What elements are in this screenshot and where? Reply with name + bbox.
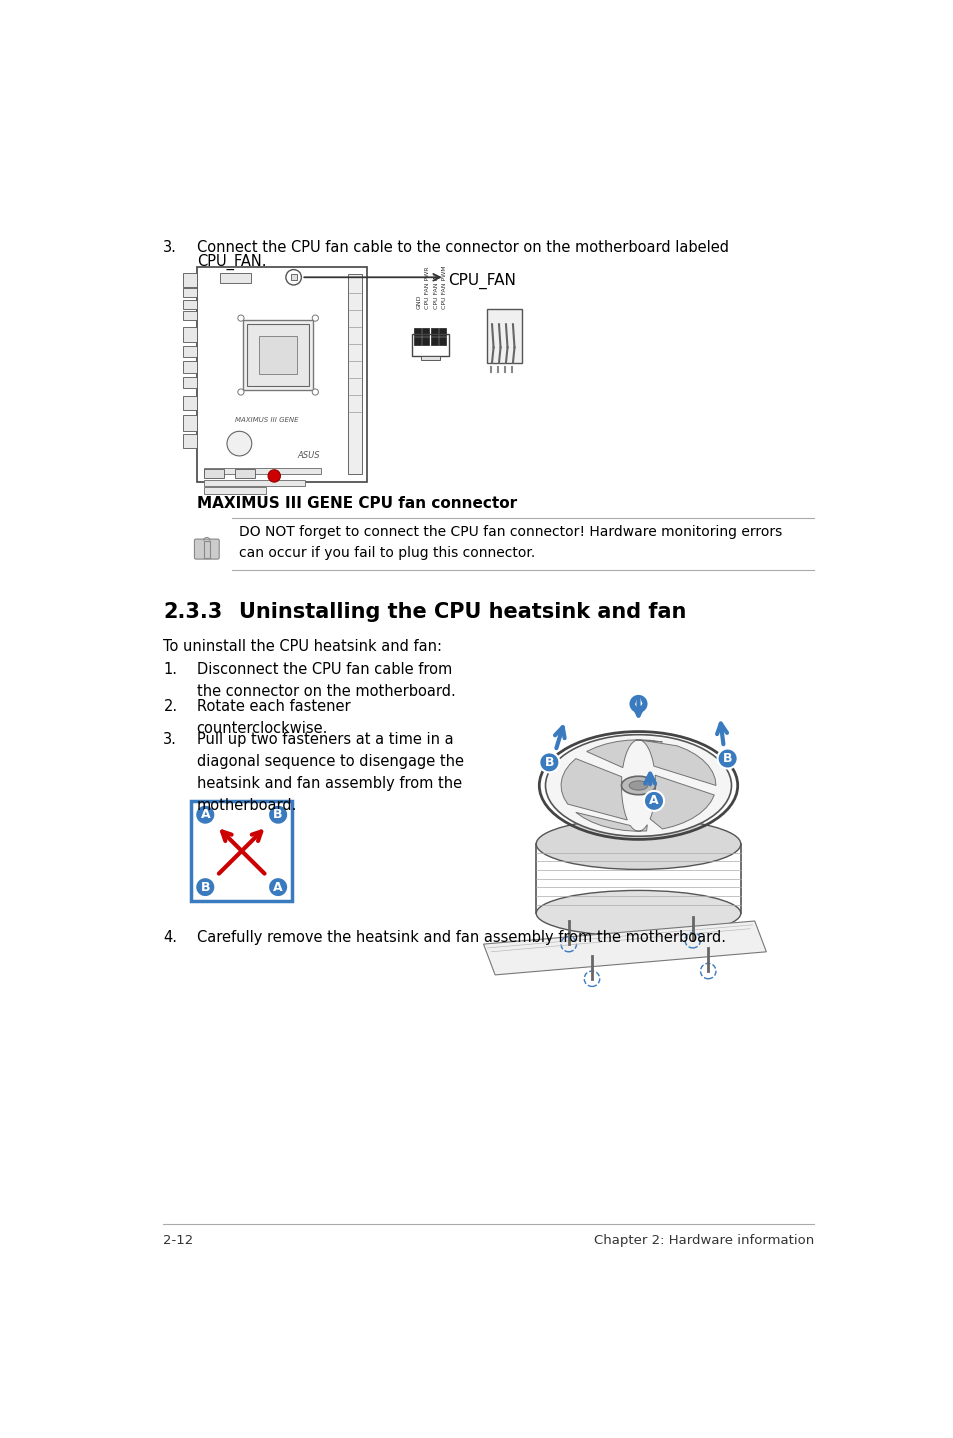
Circle shape [268,877,288,897]
Text: A: A [200,808,210,821]
Text: 3.: 3. [163,240,177,256]
Text: A: A [273,880,283,893]
Text: CPU_FAN: CPU_FAN [448,273,516,289]
Bar [235,469,254,479]
Text: CPU_FAN.: CPU_FAN. [196,253,266,269]
Ellipse shape [629,781,647,789]
Text: CPU FAN IN: CPU FAN IN [434,273,438,309]
Text: Connect the CPU fan cable to the connector on the motherboard labeled: Connect the CPU fan cable to the connect… [196,240,728,256]
Text: B: B [274,808,283,821]
Text: B: B [200,880,210,893]
Circle shape [195,877,215,897]
Bar [183,311,196,321]
Bar [414,328,420,336]
Bar [422,338,429,345]
Polygon shape [483,920,765,975]
Bar [422,328,429,336]
Text: 4.: 4. [163,930,177,945]
Text: 2-12: 2-12 [163,1234,193,1247]
Circle shape [538,752,558,772]
Circle shape [268,805,288,825]
Polygon shape [649,775,714,828]
Bar [183,299,196,309]
Bar [220,273,251,283]
Bar [183,395,196,410]
Text: 2.: 2. [163,699,177,715]
Polygon shape [560,759,627,820]
Text: GND: GND [416,295,421,309]
Text: 2.3.3: 2.3.3 [163,603,222,623]
Bar [204,469,224,479]
Text: MAXIMUS III GENE CPU fan connector: MAXIMUS III GENE CPU fan connector [196,496,517,510]
Bar [204,487,266,493]
Text: To uninstall the CPU heatsink and fan:: To uninstall the CPU heatsink and fan: [163,638,442,654]
Text: Rotate each fastener
counterclockwise.: Rotate each fastener counterclockwise. [196,699,350,736]
Bar [414,338,420,345]
Ellipse shape [545,735,731,837]
Ellipse shape [620,777,655,795]
Text: Chapter 2: Hardware information: Chapter 2: Hardware information [594,1234,814,1247]
Bar [291,275,296,280]
Polygon shape [639,741,716,785]
Ellipse shape [536,818,740,870]
Circle shape [227,431,252,456]
Bar [348,275,361,475]
Bar [183,288,196,298]
Text: 3.: 3. [163,732,177,746]
Bar [258,336,297,374]
Text: Pull up two fasteners at a time in a
diagonal sequence to disengage the
heatsink: Pull up two fasteners at a time in a dia… [196,732,463,812]
Bar [183,326,196,342]
Ellipse shape [536,890,740,936]
Text: Carefully remove the heatsink and fan assembly from the motherboard.: Carefully remove the heatsink and fan as… [196,930,725,945]
Bar [183,434,196,449]
Text: DO NOT forget to connect the CPU fan connector! Hardware monitoring errors
can o: DO NOT forget to connect the CPU fan con… [239,525,781,559]
Circle shape [268,470,280,482]
Bar [183,361,196,372]
Circle shape [312,315,318,321]
Bar [183,345,196,358]
Circle shape [237,388,244,395]
Bar [196,266,367,482]
FancyBboxPatch shape [194,539,219,559]
Bar [183,416,196,430]
Bar [431,338,437,345]
Bar [412,334,449,355]
Bar [192,801,292,902]
Text: 1.: 1. [163,663,177,677]
Circle shape [195,805,215,825]
Polygon shape [204,541,210,558]
Circle shape [717,749,737,768]
Bar [183,377,196,388]
Bar [421,355,439,361]
Text: Uninstalling the CPU heatsink and fan: Uninstalling the CPU heatsink and fan [239,603,686,623]
Bar [439,328,446,336]
Text: ASUS: ASUS [297,452,320,460]
Bar [487,309,521,362]
Text: Disconnect the CPU fan cable from
the connector on the motherboard.: Disconnect the CPU fan cable from the co… [196,663,455,699]
Circle shape [237,315,244,321]
Text: CPU FAN PWR: CPU FAN PWR [425,266,430,309]
Bar [204,480,305,486]
Text: CPU FAN PWM: CPU FAN PWM [442,265,447,309]
Circle shape [312,388,318,395]
Text: B: B [722,752,732,765]
Text: B: B [544,756,554,769]
Bar [204,469,320,475]
Polygon shape [586,739,661,768]
Circle shape [628,695,648,713]
Bar [439,338,446,345]
Circle shape [643,791,663,811]
Text: MAXIMUS III GENE: MAXIMUS III GENE [234,417,298,423]
Circle shape [286,269,301,285]
Text: A: A [633,697,642,710]
Bar [183,273,196,286]
Bar [431,328,437,336]
Bar [247,324,309,385]
Text: A: A [648,794,659,807]
Bar [243,321,313,390]
Polygon shape [576,812,646,831]
